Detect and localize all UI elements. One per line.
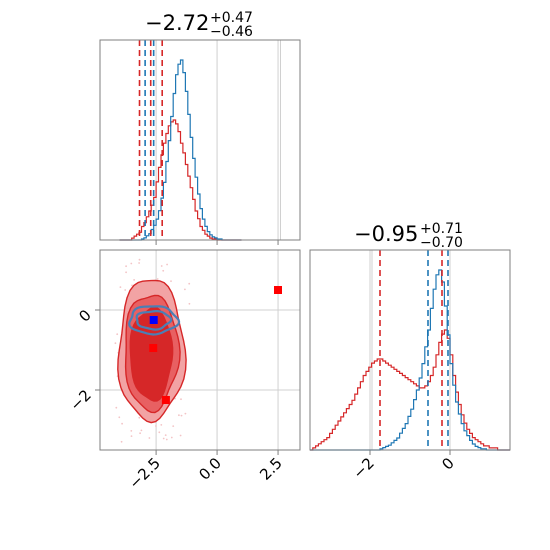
x-tick-label: 0.0 — [195, 454, 225, 484]
histogram-red-param1 — [119, 119, 242, 241]
panel-frame — [99, 39, 301, 241]
scatter-point — [130, 435, 133, 437]
marker-blue — [149, 316, 158, 324]
scatter-point — [188, 282, 191, 285]
scatter-point — [179, 434, 182, 437]
scatter-point — [125, 271, 127, 274]
scatter-point — [119, 286, 122, 288]
histogram-param1-panel — [99, 39, 301, 245]
scatter-point — [115, 406, 118, 409]
scatter-point — [160, 265, 163, 267]
scatter-point — [172, 425, 175, 427]
x-tick-label-param2: 0 — [438, 454, 457, 473]
scatter-point — [120, 440, 123, 443]
contour-blue-outer — [128, 305, 181, 336]
corner-2d-panel — [95, 249, 301, 455]
scatter-point — [188, 302, 191, 305]
scatter-point — [138, 258, 141, 261]
scatter-point — [114, 342, 117, 345]
scatter-point — [125, 265, 127, 268]
scatter-point — [116, 333, 119, 336]
title-param1-minus: −0.46 — [210, 24, 253, 40]
histogram-blue-param2 — [310, 269, 510, 451]
scatter-point — [155, 425, 157, 427]
scatter-point — [184, 288, 186, 291]
x-tick-label-param2: −2 — [349, 454, 377, 482]
x-tick-label: −2.5 — [125, 454, 163, 492]
scatter-point — [165, 438, 168, 441]
scatter-point — [130, 430, 133, 432]
scatter-point — [148, 437, 151, 439]
y-tick-label: 0 — [75, 306, 94, 325]
marker-red — [161, 396, 170, 404]
title-param1: −2.72 +0.47 −0.46 — [145, 10, 253, 40]
scatter-point — [131, 284, 133, 287]
scatter-point — [164, 434, 167, 436]
title-param2-plus: +0.71 — [420, 221, 463, 237]
scatter-point — [138, 262, 141, 264]
contour-blue-inner — [135, 310, 173, 331]
scatter-point — [133, 279, 136, 281]
scatter-point — [184, 412, 187, 415]
x-tick-label: 2.5 — [256, 454, 286, 484]
scatter-point — [124, 289, 127, 291]
scatter-point — [156, 278, 159, 280]
histogram-param2-panel — [309, 249, 511, 455]
scatter-point — [138, 416, 141, 419]
marker-red — [149, 344, 158, 352]
title-param2: −0.95 +0.71 −0.70 — [354, 221, 463, 251]
title-param1-plus: +0.47 — [210, 10, 253, 26]
scatter-point — [170, 280, 172, 282]
y-tick-label: −2 — [66, 386, 94, 414]
histogram-red-param2 — [310, 329, 510, 451]
scatter-point — [162, 437, 165, 440]
title-param1-main: −2.72 — [145, 11, 209, 35]
scatter-point — [160, 424, 163, 426]
panel-frame — [99, 249, 301, 451]
scatter-point — [180, 414, 183, 417]
scatter-point — [121, 422, 123, 425]
scatter-point — [158, 431, 161, 434]
scatter-point — [118, 416, 121, 419]
scatter-point — [139, 432, 142, 435]
marker-red — [274, 286, 282, 294]
scatter-point — [180, 398, 182, 401]
scatter-point — [130, 262, 133, 265]
scatter-point — [166, 263, 169, 266]
scatter-point — [140, 429, 143, 432]
scatter-point — [178, 414, 180, 417]
scatter-point — [170, 436, 173, 439]
title-param2-main: −0.95 — [354, 222, 418, 246]
panel-frame — [309, 249, 511, 451]
histogram-blue-param1 — [119, 59, 242, 241]
scatter-point — [162, 269, 165, 272]
title-param2-minus: −0.70 — [420, 235, 463, 251]
